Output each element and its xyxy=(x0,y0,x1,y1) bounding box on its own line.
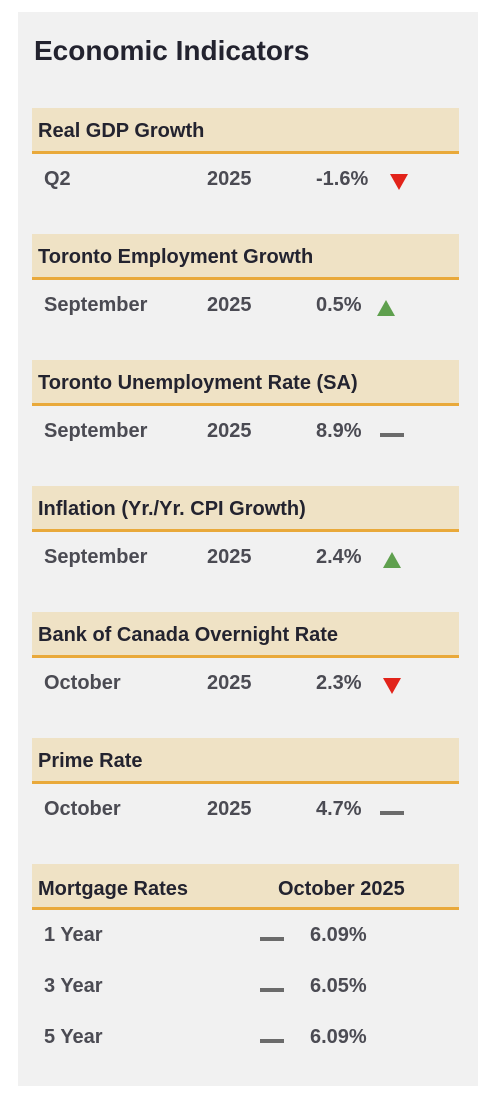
trend-flat-icon xyxy=(380,804,404,815)
section-header: Toronto Unemployment Rate (SA) xyxy=(32,360,459,406)
year: 2025 xyxy=(207,420,252,442)
indicator-row: September 2025 2.4% xyxy=(32,532,459,578)
indicator-row: October 2025 4.7% xyxy=(32,784,459,830)
section-header: Real GDP Growth xyxy=(32,108,459,154)
section-label: Mortgage Rates xyxy=(38,878,189,900)
section-label: Inflation (Yr./Yr. CPI Growth) xyxy=(38,498,306,520)
economic-indicators-panel: Economic Indicators Real GDP Growth Q2 2… xyxy=(18,12,478,1086)
trend-flat-icon xyxy=(260,930,284,941)
value: 2.4% xyxy=(316,546,362,568)
value: 0.5% xyxy=(316,294,362,316)
term: 3 Year xyxy=(44,975,103,997)
trend-flat-icon xyxy=(260,981,284,992)
year: 2025 xyxy=(207,294,252,316)
term: 1 Year xyxy=(44,924,103,946)
period: September xyxy=(44,546,148,568)
indicator-bank-of-canada-overnight-rate: Bank of Canada Overnight Rate October 20… xyxy=(32,612,459,704)
indicator-row: Q2 2025 -1.6% xyxy=(32,154,459,200)
trend-down-icon xyxy=(390,174,408,190)
year: 2025 xyxy=(207,798,252,820)
year: 2025 xyxy=(207,168,252,190)
section-header: Inflation (Yr./Yr. CPI Growth) xyxy=(32,486,459,532)
section-label: Toronto Unemployment Rate (SA) xyxy=(38,372,358,394)
indicator-inflation: Inflation (Yr./Yr. CPI Growth) September… xyxy=(32,486,459,578)
rate: 6.09% xyxy=(310,924,367,946)
section-label: Bank of Canada Overnight Rate xyxy=(38,624,339,646)
value: -1.6% xyxy=(316,168,369,190)
indicator-prime-rate: Prime Rate October 2025 4.7% xyxy=(32,738,459,830)
indicator-row: September 2025 0.5% xyxy=(32,280,459,326)
period: October xyxy=(44,798,121,820)
mortgage-row: 1 Year 6.09% xyxy=(32,910,459,961)
mortgage-row: 5 Year 6.09% xyxy=(32,1012,459,1063)
value: 4.7% xyxy=(316,798,362,820)
indicator-toronto-unemployment-rate: Toronto Unemployment Rate (SA) September… xyxy=(32,360,459,452)
indicator-row: September 2025 8.9% xyxy=(32,406,459,452)
period: September xyxy=(44,420,148,442)
term: 5 Year xyxy=(44,1026,103,1048)
mortgage-period: October 2025 xyxy=(278,878,405,900)
section-header: Prime Rate xyxy=(32,738,459,784)
rate: 6.05% xyxy=(310,975,367,997)
value: 8.9% xyxy=(316,420,362,442)
section-label: Prime Rate xyxy=(38,750,143,772)
trend-up-icon xyxy=(383,552,401,568)
year: 2025 xyxy=(207,546,252,568)
trend-flat-icon xyxy=(380,426,404,437)
section-header: Mortgage Rates October 2025 xyxy=(32,864,459,910)
section-header: Toronto Employment Growth xyxy=(32,234,459,280)
trend-up-icon xyxy=(377,300,395,316)
section-label: Toronto Employment Growth xyxy=(38,246,314,268)
trend-flat-icon xyxy=(260,1032,284,1043)
page-title: Economic Indicators xyxy=(34,35,310,66)
indicator-real-gdp-growth: Real GDP Growth Q2 2025 -1.6% xyxy=(32,108,459,200)
indicator-toronto-employment-growth: Toronto Employment Growth September 2025… xyxy=(32,234,459,326)
trend-down-icon xyxy=(383,678,401,694)
period: September xyxy=(44,294,148,316)
section-label: Real GDP Growth xyxy=(38,120,205,142)
section-header: Bank of Canada Overnight Rate xyxy=(32,612,459,658)
rate: 6.09% xyxy=(310,1026,367,1048)
mortgage-rates-section: Mortgage Rates October 2025 1 Year 6.09%… xyxy=(32,864,459,1063)
indicator-row: October 2025 2.3% xyxy=(32,658,459,704)
period: October xyxy=(44,672,121,694)
year: 2025 xyxy=(207,672,252,694)
mortgage-row: 3 Year 6.05% xyxy=(32,961,459,1012)
period: Q2 xyxy=(44,168,71,190)
value: 2.3% xyxy=(316,672,362,694)
